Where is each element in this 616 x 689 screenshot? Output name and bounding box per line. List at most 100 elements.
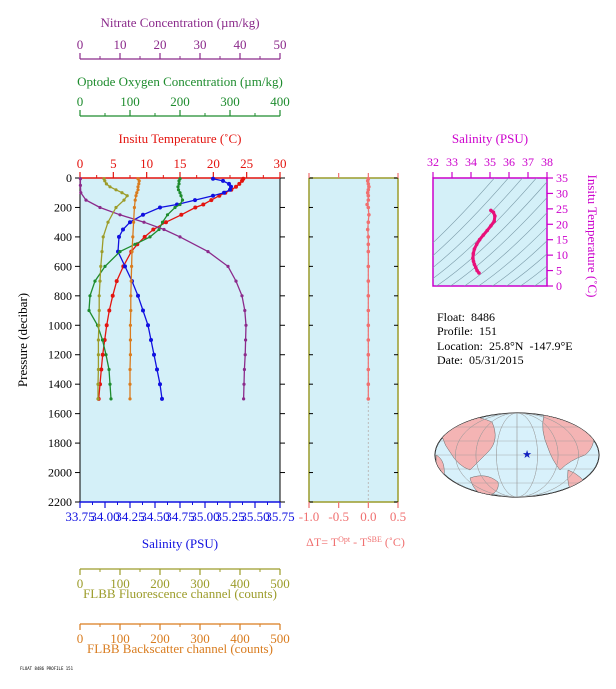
- fluorescence-data-point: [96, 397, 100, 401]
- oxygen-data-point: [180, 198, 185, 202]
- backscatter-tick-label: 300: [190, 631, 210, 646]
- nitrate-data-point: [240, 294, 244, 298]
- temperature-data-point: [100, 352, 105, 357]
- salinity-data-point: [211, 176, 215, 181]
- main-panel-frame: [79, 177, 281, 503]
- fluorescence-data-point: [96, 382, 100, 386]
- delta-t-data-point: [366, 264, 371, 269]
- delta-t-title-part: SBE: [367, 535, 382, 544]
- fluorescence-data-point: [125, 194, 129, 198]
- salinity-data-point: [146, 323, 150, 328]
- oxygen-data-point: [160, 220, 165, 224]
- temperature-tick-label: 15: [174, 156, 187, 171]
- nitrate-tick-label: 0: [77, 37, 84, 52]
- pressure-tick-label: 0: [66, 171, 72, 185]
- density-contour-line: [450, 197, 547, 286]
- ts-data-point: [485, 228, 490, 233]
- temperature-tick-label: 0: [77, 156, 84, 171]
- delta-t-data-point: [366, 382, 371, 387]
- backscatter-data-point: [129, 294, 133, 298]
- oxygen-data-point: [93, 279, 97, 283]
- ts-data-point: [475, 268, 479, 273]
- delta-t-tick-label: 0.0: [360, 509, 376, 524]
- density-contour-line: [534, 276, 547, 286]
- nitrate-tick-label: 30: [194, 37, 207, 52]
- delta-t-data-point: [367, 213, 371, 217]
- ts-temperature-tick-label: 30: [556, 186, 568, 200]
- map-graticule-meridian: [475, 413, 559, 497]
- oxygen-data-point: [173, 205, 177, 210]
- salinity-data-point: [228, 187, 232, 192]
- ts-salinity-tick-label: 36: [503, 155, 515, 169]
- salinity-data-point: [141, 212, 145, 217]
- backscatter-data-point: [135, 191, 139, 195]
- backscatter-data-point: [132, 205, 136, 210]
- map-graticule-meridian: [496, 413, 538, 497]
- nitrate-data-point: [244, 338, 248, 342]
- nitrate-data-point: [84, 198, 88, 202]
- map-landmass: [469, 475, 499, 497]
- backscatter-data-point: [128, 353, 132, 357]
- fluorescence-data-point: [96, 367, 100, 372]
- backscatter-tick-label: 400: [230, 631, 250, 646]
- oxygen-tick-label: 0: [77, 94, 84, 109]
- fluorescence-data-point: [104, 182, 108, 186]
- fluorescence-data-point: [108, 185, 112, 189]
- nitrate-tick-label: 50: [274, 37, 287, 52]
- density-contour-line: [433, 178, 523, 268]
- pressure-tick-label: 800: [54, 289, 72, 303]
- fluorescence-data-point: [103, 179, 107, 183]
- oxygen-data-point: [176, 185, 180, 189]
- oxygen-data-point: [100, 338, 105, 342]
- backscatter-data-point: [136, 185, 140, 189]
- ts-data-point: [471, 259, 476, 264]
- fluorescence-data-point: [97, 323, 101, 327]
- delta-t-data-point: [366, 294, 371, 298]
- salinity-data-point: [160, 396, 164, 401]
- ts-temperature-tick-label: 20: [556, 217, 568, 231]
- ts-salinity-tick-label: 34: [465, 155, 477, 169]
- chart-axes: 0200400600800100012001400160018002000220…: [15, 15, 600, 656]
- ts-data-point: [489, 208, 493, 213]
- temperature-data-point: [164, 220, 168, 225]
- oxygen-data-point: [109, 397, 113, 401]
- ts-data-point: [472, 262, 477, 267]
- temperature-data-point: [179, 212, 184, 217]
- ts-salinity-tick-label: 38: [541, 155, 553, 169]
- salinity-data-point: [123, 264, 127, 269]
- salinity-axis-title: Salinity (PSU): [142, 536, 218, 551]
- fluorescence-tick-label: 500: [270, 576, 290, 591]
- delta-t-data-point: [366, 397, 371, 401]
- delta-t-title-part: - T: [350, 535, 368, 549]
- salinity-data-point: [158, 382, 162, 387]
- density-contour-line: [478, 226, 547, 286]
- delta-t-data-point: [366, 249, 371, 254]
- nitrate-data-point: [162, 227, 166, 232]
- oxygen-data-point: [157, 227, 161, 232]
- fluorescence-data-point: [97, 294, 101, 298]
- delta-t-data-point: [365, 179, 370, 183]
- nitrate-data-point: [98, 205, 102, 210]
- temperature-data-point: [114, 279, 119, 284]
- nitrate-data-point: [226, 264, 230, 268]
- temperature-data-point: [107, 308, 112, 313]
- density-contour-line: [436, 181, 547, 286]
- oxygen-data-point: [103, 264, 107, 268]
- oxygen-data-point: [108, 382, 112, 386]
- salinity-data-point: [193, 198, 197, 203]
- nitrate-data-point: [142, 220, 146, 224]
- ts-temperature-tick-label: 0: [556, 279, 562, 293]
- fluorescence-tick-label: 400: [230, 576, 250, 591]
- delta-t-data-point: [366, 235, 371, 239]
- backscatter-data-point: [128, 367, 132, 372]
- temperature-data-point: [142, 234, 147, 239]
- fluorescence-data-point: [96, 338, 100, 342]
- temperature-tick-label: 5: [110, 156, 117, 171]
- fluorescence-axis-title: FLBB Fluorescence channel (counts): [83, 586, 277, 601]
- oxygen-data-point: [177, 182, 181, 186]
- nitrate-profile-line: [79, 178, 247, 399]
- nitrate-data-point: [242, 382, 246, 386]
- salinity-tick-label: 34.50: [140, 509, 169, 524]
- oxygen-data-point: [118, 250, 122, 254]
- ts-salinity-tick-label: 33: [446, 155, 458, 169]
